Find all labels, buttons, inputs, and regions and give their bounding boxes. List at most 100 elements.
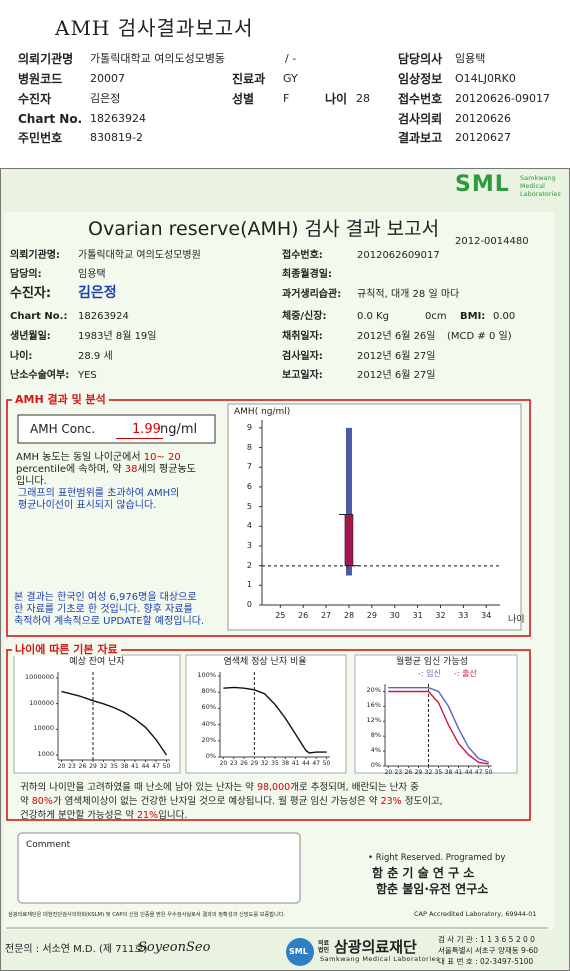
x-tick-label: 23 (229, 760, 238, 767)
info-value: 0.00 (493, 311, 516, 322)
x-tick-label: 38 (120, 763, 129, 770)
x-tick-label: 41 (131, 763, 139, 770)
credit: • Right Reserved. Programed by (368, 853, 506, 863)
x-tick-label: 41 (291, 760, 300, 767)
info-label: 검사일자: (282, 351, 323, 362)
contact: 검 사 기 관 : 1 1 3 6 5 2 0 0 (438, 935, 535, 944)
x-tick-label: 47 (152, 763, 160, 770)
field-value: 가톨릭대학교 여의도성모병동 (90, 52, 226, 65)
field-value: 20120626-09017 (455, 92, 550, 105)
info-label: 난소수술여부: (10, 370, 70, 381)
info-label: 보고일자: (282, 370, 323, 381)
info-value: 18263924 (78, 311, 129, 322)
note: 본 결과는 한국인 여성 6,976명을 대상으로 (14, 592, 197, 603)
y-tick-label: 5 (246, 501, 252, 511)
x-tick-label: 38 (281, 760, 290, 767)
y-tick-label: 100% (197, 671, 216, 680)
text-line: 귀하의 나이만을 고려하였을 때 난소에 남아 있는 난자는 약 98,000개… (20, 782, 419, 793)
x-tick-label: 20 (219, 760, 228, 767)
highlight: 21% (136, 810, 159, 821)
x-tick-label: 47 (474, 769, 483, 776)
x-tick-label: 20 (57, 763, 66, 770)
field-value: 18263924 (90, 112, 146, 125)
info-value: YES (78, 370, 97, 381)
x-tick-label: 32 (424, 769, 433, 776)
info-label: 과거생리습관: (282, 289, 342, 300)
info-value: 규칙적, 대개 28 일 마다 (357, 289, 460, 300)
info-label: BMI: (460, 311, 486, 322)
x-tick-label: 28 (343, 611, 355, 620)
x-tick-label: 44 (302, 760, 310, 767)
chart-title: 월평균 임신 가능성 (396, 657, 468, 667)
info-label: Chart No.: (10, 311, 68, 322)
logo-text: Laboratories (520, 190, 561, 198)
section-border (6, 649, 531, 821)
x-tick-label: 29 (366, 611, 377, 620)
field-label: 주민번호 (18, 131, 63, 145)
info-label: 나이: (10, 351, 33, 362)
info-value: 김은정 (78, 285, 117, 301)
x-tick-label: 33 (458, 611, 469, 620)
logo-text: Medical (520, 182, 545, 190)
text: 약 (20, 796, 32, 807)
info-value: 0.0 Kg (357, 311, 389, 322)
highlight: 98,000 (256, 782, 291, 793)
x-tick-label: 32 (99, 763, 108, 770)
highlight: 23% (380, 796, 402, 807)
x-tick-label: 35 (434, 769, 443, 776)
conc-value: 1.99 (116, 422, 163, 439)
x-tick-label: 35 (271, 760, 279, 767)
field-value: 28 (356, 92, 370, 105)
x-tick-label: 29 (250, 760, 259, 767)
field-value: 김은정 (90, 92, 121, 105)
text: 귀하의 나이만을 고려하였을 때 난소에 남아 있는 난자는 약 (20, 782, 257, 793)
text: 세의 평균농도 (137, 464, 196, 475)
info-value: 2012년 6월 26일 (357, 331, 436, 342)
y-tick-label: 4% (370, 746, 381, 755)
y-tick-label: 10000 (33, 724, 54, 733)
info-value: 2012062609017 (357, 250, 440, 261)
chart-title: 예상 잔여 난자 (69, 657, 125, 667)
y-tick-label: 8% (370, 731, 381, 740)
logo-mark (286, 938, 314, 966)
text-line: 입니다. (16, 476, 47, 488)
x-tick-label: 38 (444, 769, 453, 776)
x-tick-label: 50 (322, 760, 331, 767)
title: AMH 검사결과보고서 (55, 16, 254, 40)
x-tick-label: 50 (162, 763, 171, 770)
x-tick-label: 29 (414, 769, 423, 776)
contact: 서울특별시 서초구 양재동 9-60 (438, 946, 539, 955)
text-line: percentile에 속하며, 약 38세의 평균농도 (16, 464, 196, 476)
info-value: 2012년 6월 27일 (357, 351, 436, 362)
field-label: 병원코드 (18, 72, 63, 86)
chart-title: 염색체 정상 난자 비율 (223, 657, 307, 667)
note: 한 자료를 기초로 한 것입니다. 향후 자료를 (14, 604, 193, 615)
chart-panel (227, 403, 522, 631)
conc-label: AMH Conc. (30, 422, 96, 436)
x-tick-label: 44 (464, 769, 473, 776)
credit: 함 춘 기 술 연 구 소 (372, 866, 475, 880)
y-tick-label: 20% (201, 735, 216, 744)
signature: SoyeonSeo (138, 940, 211, 955)
y-tick-label: 3 (246, 540, 252, 550)
info-label: 채취일자: (282, 331, 323, 342)
info-value: 2012년 6월 27일 (357, 370, 436, 381)
x-tick-label: 26 (298, 611, 309, 620)
info-label: 접수번호: (282, 250, 323, 261)
info-value: 가톨릭대학교 여의도성모병원 (78, 250, 201, 261)
field-label: 접수번호 (398, 92, 443, 106)
text-line: AMH 농도는 동일 나이군에서 10~ 20 (16, 452, 181, 464)
field-label: 임상정보 (398, 72, 443, 86)
highlight: 80% (31, 796, 53, 807)
field-label: 담당의사 (398, 52, 443, 66)
range-bar (345, 427, 352, 576)
x-tick-label: 26 (404, 769, 413, 776)
section-heading: AMH 결과 및 분석 (12, 393, 109, 407)
text: 개로 추정되며, 배란되는 난자 중 (290, 782, 419, 793)
y-tick-label: 60% (201, 703, 216, 712)
x-tick-label: 47 (312, 760, 321, 767)
field-label: 성별 (232, 92, 255, 106)
field-label: 검사의뢰 (398, 112, 443, 126)
x-tick-label: 34 (481, 611, 492, 620)
